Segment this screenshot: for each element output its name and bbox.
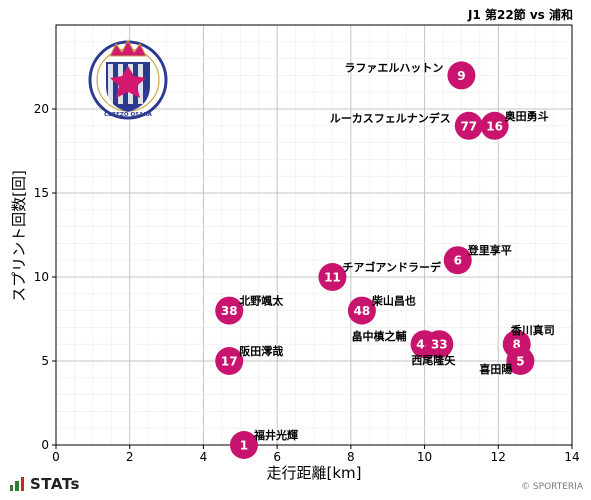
copyright-watermark: © SPORTERIA	[521, 482, 583, 492]
x-tick-label: 14	[564, 450, 579, 464]
player-number: 8	[513, 338, 521, 352]
point-marker	[506, 347, 535, 375]
y-tick-label: 15	[34, 186, 49, 200]
point-marker	[215, 296, 244, 325]
player-number: 33	[431, 338, 448, 352]
data-point: 48	[347, 296, 376, 325]
data-point: 11	[318, 263, 347, 291]
point-marker	[347, 296, 376, 325]
data-point: 1	[229, 431, 258, 459]
data-point: 38	[215, 296, 244, 325]
player-name-label: 奥田勇斗	[504, 109, 549, 123]
player-number: 48	[354, 304, 371, 318]
data-point: 16	[480, 111, 509, 140]
player-name-label: 西尾隆矢	[411, 353, 456, 367]
player-number: 5	[516, 355, 524, 369]
y-tick-label: 5	[41, 354, 49, 368]
y-tick-label: 20	[34, 102, 49, 116]
y-axis-label: スプリント回数[回]	[10, 170, 28, 302]
player-name-label: 登里享平	[467, 243, 512, 257]
point-marker	[215, 347, 244, 375]
player-name-label: 喜田陽	[479, 362, 512, 376]
player-name-label: 福井光輝	[253, 428, 298, 442]
data-point: 17	[215, 347, 244, 375]
x-tick-label: 0	[52, 450, 60, 464]
data-point: 5	[506, 347, 535, 375]
cherry-blossom-icon	[110, 66, 146, 98]
data-point: 33	[425, 330, 454, 359]
chart-title: J1 第22節 vs 浦和	[467, 8, 573, 22]
x-tick-label: 2	[126, 450, 134, 464]
stats-bars-icon	[10, 477, 24, 491]
player-name-label: 畠中槙之輔	[352, 329, 407, 343]
x-tick-label: 8	[347, 450, 355, 464]
player-name-label: ルーカスフェルナンデス	[330, 111, 451, 125]
player-number: 11	[324, 271, 341, 285]
y-tick-label: 10	[34, 270, 49, 284]
x-axis-label: 走行距離[km]	[266, 464, 361, 482]
point-marker	[443, 246, 472, 275]
point-marker	[318, 263, 347, 291]
x-tick-label: 6	[273, 450, 281, 464]
player-name-label: 香川真司	[510, 323, 555, 337]
player-name-label: 北野颯太	[239, 294, 284, 308]
point-marker	[425, 330, 454, 359]
player-name-label: 阪田澪哉	[239, 344, 283, 358]
crown-icon	[109, 38, 147, 57]
y-tick-label: 0	[41, 438, 49, 452]
point-marker	[229, 431, 258, 459]
data-point: 77	[454, 111, 483, 140]
player-number: 1	[240, 439, 248, 453]
stats-logo: STATs	[10, 475, 80, 493]
player-name-label: チアゴアンドラーデ	[342, 260, 442, 274]
player-number: 9	[457, 69, 465, 83]
player-number: 16	[486, 119, 503, 133]
crest-stripe	[138, 64, 143, 104]
data-point: 9	[447, 61, 476, 90]
player-number: 38	[221, 304, 238, 318]
point-marker	[480, 111, 509, 140]
crest-stripe	[108, 64, 113, 104]
crest-ring-text: CEREZO OSAKA	[104, 112, 153, 118]
x-tick-label: 10	[417, 450, 432, 464]
x-tick-label: 12	[491, 450, 506, 464]
player-number: 17	[221, 355, 238, 369]
plot-frame	[55, 24, 573, 446]
point-marker	[454, 111, 483, 140]
club-crest: CEREZO OSAKA	[88, 38, 168, 120]
player-name-label: 柴山昌也	[371, 294, 416, 308]
player-number: 6	[454, 254, 462, 268]
point-marker	[447, 61, 476, 90]
x-tick-label: 4	[200, 450, 208, 464]
data-point: 6	[443, 246, 472, 275]
player-number: 77	[460, 119, 477, 133]
player-name-label: ラファエルハットン	[344, 61, 443, 74]
stats-logo-text: STATs	[30, 475, 80, 493]
